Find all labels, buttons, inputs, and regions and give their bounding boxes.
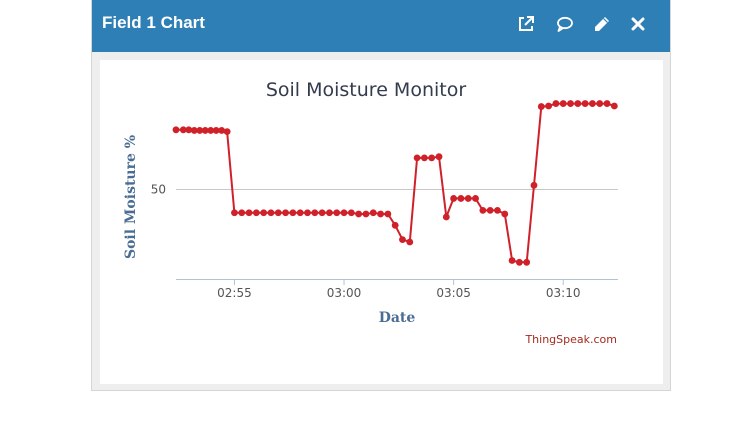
- data-point[interactable]: [464, 195, 472, 202]
- chart-panel: Soil Moisture Monitor Soil Moisture % Da…: [100, 60, 663, 384]
- comment-icon[interactable]: [553, 12, 577, 36]
- data-point[interactable]: [494, 206, 501, 214]
- data-point[interactable]: [391, 221, 399, 229]
- data-point[interactable]: [274, 209, 282, 217]
- data-point[interactable]: [523, 258, 531, 266]
- pencil-icon[interactable]: [590, 12, 614, 36]
- data-point[interactable]: [260, 209, 268, 217]
- data-point[interactable]: [318, 209, 326, 217]
- data-point[interactable]: [223, 128, 231, 136]
- series-line: [176, 102, 615, 264]
- data-point[interactable]: [179, 126, 187, 134]
- data-point[interactable]: [399, 236, 406, 244]
- widget-title: Field 1 Chart: [102, 13, 205, 32]
- data-point[interactable]: [347, 209, 355, 217]
- x-tick-label: 03:00: [327, 286, 362, 300]
- x-tick-label: 02:55: [217, 286, 252, 300]
- data-point[interactable]: [413, 154, 421, 162]
- data-point[interactable]: [545, 102, 552, 110]
- data-point[interactable]: [559, 100, 567, 107]
- y-axis-label: Soil Moisture %: [123, 135, 139, 259]
- data-point[interactable]: [406, 238, 414, 246]
- chart-title: Soil Moisture Monitor: [266, 79, 467, 101]
- data-point[interactable]: [185, 126, 193, 134]
- data-point[interactable]: [457, 195, 465, 202]
- data-point[interactable]: [603, 100, 611, 107]
- data-point[interactable]: [508, 257, 516, 264]
- data-point[interactable]: [267, 209, 275, 217]
- data-point[interactable]: [479, 206, 487, 214]
- data-point[interactable]: [537, 103, 545, 110]
- close-icon[interactable]: [626, 12, 650, 36]
- data-point[interactable]: [196, 127, 204, 134]
- data-point[interactable]: [245, 209, 253, 217]
- data-point[interactable]: [218, 127, 226, 134]
- data-point[interactable]: [231, 209, 238, 217]
- data-point[interactable]: [501, 210, 509, 218]
- data-point[interactable]: [567, 100, 574, 107]
- data-point[interactable]: [377, 210, 384, 218]
- x-tick-label: 03:10: [546, 286, 581, 300]
- y-tick-label: 50: [151, 183, 166, 197]
- data-point[interactable]: [190, 127, 198, 134]
- data-point[interactable]: [442, 213, 450, 221]
- data-point[interactable]: [369, 209, 377, 217]
- data-point[interactable]: [530, 181, 538, 189]
- data-point[interactable]: [289, 209, 297, 217]
- data-point[interactable]: [252, 209, 260, 217]
- chart-widget: Field 1 Chart: [91, 0, 671, 391]
- data-point[interactable]: [472, 195, 479, 202]
- data-point[interactable]: [333, 209, 341, 217]
- data-point[interactable]: [296, 209, 304, 217]
- data-point[interactable]: [304, 209, 311, 217]
- widget-header: Field 1 Chart: [92, 0, 670, 52]
- data-point[interactable]: [420, 154, 428, 162]
- data-point[interactable]: [355, 210, 363, 218]
- external-link-icon[interactable]: [514, 12, 538, 36]
- x-tick-label: 03:05: [436, 286, 471, 300]
- data-point[interactable]: [201, 127, 209, 134]
- data-point[interactable]: [596, 100, 604, 107]
- data-point[interactable]: [207, 127, 215, 134]
- data-point[interactable]: [172, 126, 180, 134]
- data-point[interactable]: [212, 127, 220, 134]
- data-point[interactable]: [574, 100, 582, 107]
- data-point[interactable]: [238, 209, 246, 217]
- data-point[interactable]: [340, 209, 348, 217]
- data-point[interactable]: [450, 195, 458, 202]
- data-point[interactable]: [326, 209, 333, 217]
- data-point[interactable]: [589, 100, 596, 107]
- data-point[interactable]: [362, 210, 370, 218]
- data-point[interactable]: [282, 209, 289, 217]
- data-point[interactable]: [311, 209, 319, 217]
- line-chart: Soil Moisture Monitor Soil Moisture % Da…: [123, 79, 618, 346]
- data-point[interactable]: [384, 210, 392, 218]
- data-point[interactable]: [581, 100, 589, 107]
- thingspeak-credit[interactable]: ThingSpeak.com: [524, 333, 617, 346]
- data-point[interactable]: [515, 258, 523, 266]
- x-axis-label: Date: [379, 310, 416, 326]
- data-point[interactable]: [552, 100, 560, 107]
- data-point[interactable]: [610, 102, 618, 110]
- data-point[interactable]: [435, 153, 443, 161]
- data-point[interactable]: [428, 154, 436, 162]
- data-point[interactable]: [486, 206, 494, 214]
